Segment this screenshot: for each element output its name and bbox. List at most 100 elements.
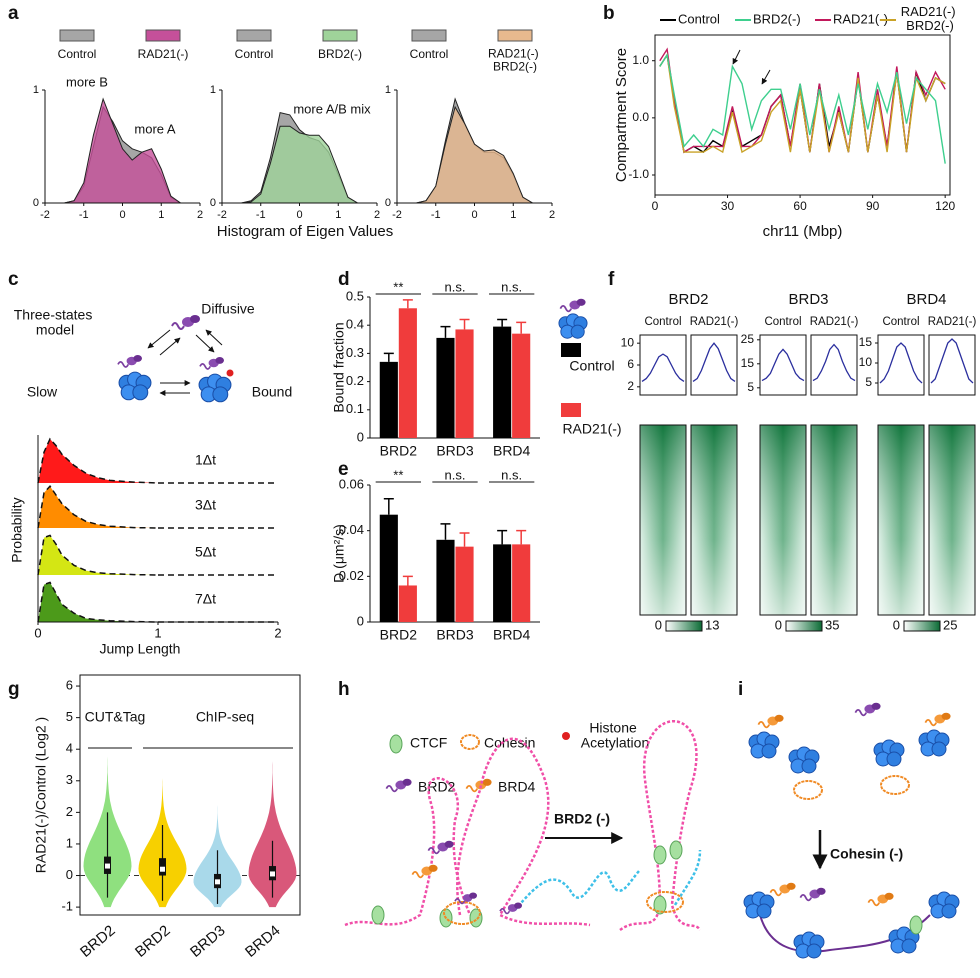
profile-frame <box>759 334 807 396</box>
cohesin-ring <box>646 891 684 913</box>
x-tick-label: -1 <box>79 209 89 221</box>
median <box>270 871 275 877</box>
error-bar <box>516 321 527 334</box>
profile-line <box>641 353 685 382</box>
legend-swatch <box>145 29 181 42</box>
acetylation-dot <box>226 369 234 377</box>
median <box>160 866 165 872</box>
y-tick-label: 1 <box>210 84 216 96</box>
y-tick-label: 0 <box>357 429 364 444</box>
legend-label: BRD2 <box>418 779 456 795</box>
x-tick-label: 0 <box>296 209 302 221</box>
protein-icon <box>117 354 143 368</box>
nucleosome-icon <box>873 739 905 767</box>
x-tick-label: 2 <box>274 625 281 640</box>
bar <box>512 544 531 622</box>
x-tick-label: BRD2 <box>132 922 174 961</box>
nucleosome-icon <box>793 931 825 959</box>
x-tick-label: BRD2 <box>77 922 119 961</box>
group-label: ChIP-seq <box>196 709 254 725</box>
text-line: Acetylation <box>581 734 649 750</box>
y-tick-label: 25 <box>741 332 755 346</box>
ctcf-icon <box>669 840 683 860</box>
legend-label: RAD21(-) BRD2(-) <box>901 4 960 33</box>
y-tick-label: 1 <box>33 84 39 96</box>
cohesin-ring <box>793 780 823 800</box>
y-tick-label: 15 <box>741 356 755 370</box>
legend-swatch <box>59 29 95 42</box>
heatmap-shade <box>877 424 925 616</box>
y-tick-label: 0.02 <box>339 568 364 583</box>
y-tick-label: 0 <box>33 197 39 209</box>
cohesin-icon <box>460 734 480 750</box>
y-tick-label: 5 <box>747 380 754 394</box>
protein-icon <box>559 297 587 313</box>
y-tick-label: 5 <box>66 709 73 724</box>
annotation: more A/B mix <box>293 101 371 116</box>
nucleosome-icon <box>788 746 820 774</box>
legend-swatch <box>236 29 272 42</box>
density-area <box>38 486 158 528</box>
profile-line <box>812 343 856 382</box>
brd2-icon <box>799 886 827 902</box>
x-tick-label: 2 <box>197 209 203 221</box>
fit-line <box>37 437 159 484</box>
profile-frame <box>928 334 976 396</box>
y-axis-label: D (μm²/s) <box>331 524 347 583</box>
ctcf-icon <box>389 734 403 754</box>
error-bar <box>402 575 413 586</box>
text-line: BRD2(-) <box>493 60 537 74</box>
bar <box>493 544 512 622</box>
y-tick-label: 0.0 <box>632 110 649 124</box>
nucleosome-icon <box>743 891 775 919</box>
fit-line <box>37 581 159 623</box>
colorbar-label: 25 <box>943 617 957 632</box>
text-line: BRD2(-) <box>906 18 954 33</box>
x-tick-label: 120 <box>935 199 955 213</box>
error-bar <box>459 532 470 547</box>
legend-label: RAD21(-) <box>138 47 189 61</box>
legend-label: BRD4 <box>498 779 536 795</box>
group-title: BRD2 <box>668 291 708 308</box>
significance-label: ** <box>393 467 403 482</box>
density-area <box>64 97 181 204</box>
protein-icon <box>171 314 201 330</box>
brd4-icon <box>465 777 493 793</box>
brd2-icon <box>385 777 413 793</box>
group-label: CUT&Tag <box>85 709 146 725</box>
arrow <box>205 329 223 346</box>
text-line: Three-states <box>14 306 96 322</box>
legend-label: Histone Acetylation <box>581 719 649 750</box>
series-label: 5Δt <box>195 544 216 560</box>
profile-line <box>692 342 736 382</box>
x-axis-label: Histogram of Eigen Values <box>217 223 393 240</box>
heatmap-shade <box>690 424 738 616</box>
acetylation-dot <box>562 732 570 740</box>
legend-label: CTCF <box>410 735 447 751</box>
colorbar <box>665 620 703 632</box>
profile-line <box>879 342 923 384</box>
x-tick-label: BRD3 <box>436 443 474 459</box>
y-tick-label: 1 <box>66 835 73 850</box>
ctcf-icon <box>371 905 385 925</box>
x-tick-label: BRD2 <box>380 627 418 643</box>
profile-line <box>930 338 974 384</box>
x-tick-label: BRD4 <box>493 443 531 459</box>
x-tick-label: BRD4 <box>242 922 284 961</box>
legend-label: Control <box>235 47 274 61</box>
error-bar <box>516 529 527 545</box>
y-tick-label: 5 <box>865 375 872 389</box>
text-line: RAD21(-) <box>488 47 542 61</box>
panel-label: h <box>338 679 350 700</box>
significance-label: n.s. <box>501 279 522 294</box>
bar <box>493 326 512 438</box>
annotation-arrow <box>761 69 771 85</box>
bar <box>379 361 398 438</box>
brd4-icon <box>867 891 895 907</box>
text-line: RAD21(-) <box>901 4 960 19</box>
significance-label: ** <box>393 279 403 294</box>
x-tick-label: 0 <box>119 209 125 221</box>
y-tick-label: 0.2 <box>346 373 364 388</box>
heatmap-shade <box>810 424 858 616</box>
x-tick-label: 90 <box>866 199 880 213</box>
